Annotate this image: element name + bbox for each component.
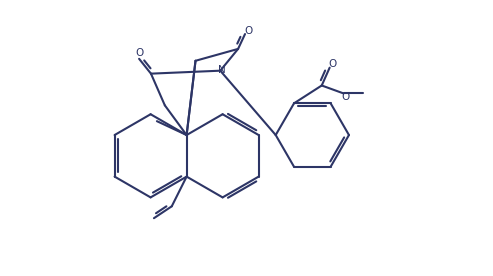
- Text: O: O: [245, 26, 253, 36]
- Text: O: O: [135, 48, 143, 58]
- Text: O: O: [328, 59, 337, 69]
- Text: O: O: [341, 92, 350, 102]
- Text: N: N: [218, 65, 226, 75]
